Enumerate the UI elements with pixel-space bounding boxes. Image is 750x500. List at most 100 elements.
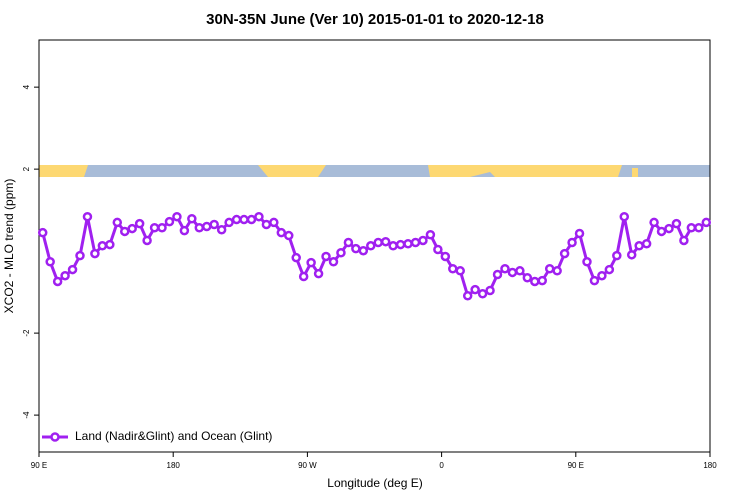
point: [239, 214, 249, 225]
point: [552, 266, 562, 276]
x-axis-label: Longitude (deg E): [327, 476, 422, 490]
y-axis-label: XCO2 - MLO trend (ppm): [2, 179, 16, 314]
point: [351, 243, 361, 254]
point: [328, 257, 339, 267]
point: [284, 230, 294, 241]
point: [649, 217, 659, 228]
point: [656, 226, 667, 237]
legend-marker: [50, 432, 60, 442]
point: [686, 223, 697, 233]
chart-title: 30N-35N June (Ver 10) 2015-01-01 to 2020…: [206, 11, 544, 28]
point: [105, 239, 115, 250]
legend-label: Land (Nadir&Glint) and Ocean (Glint): [75, 429, 272, 443]
point: [231, 214, 242, 225]
point: [410, 237, 421, 248]
point: [433, 244, 443, 255]
point: [582, 257, 592, 267]
point: [448, 264, 458, 274]
point: [202, 221, 212, 232]
point: [567, 237, 577, 248]
point: [403, 238, 413, 249]
point: [194, 223, 205, 233]
point: [671, 218, 682, 229]
point: [298, 271, 309, 282]
point: [52, 276, 63, 287]
point: [313, 268, 324, 279]
point: [425, 229, 436, 240]
point: [500, 264, 510, 274]
point: [619, 211, 630, 222]
point: [492, 269, 503, 280]
point: [82, 211, 93, 222]
y-tick-label: 4: [22, 84, 31, 89]
point: [75, 250, 85, 261]
point: [485, 285, 495, 296]
x-tick-label: 180: [703, 461, 717, 470]
point: [276, 227, 287, 238]
point: [604, 264, 615, 275]
point: [522, 273, 533, 283]
point: [701, 217, 712, 228]
point: [291, 252, 301, 263]
point: [142, 235, 152, 246]
point: [343, 237, 354, 248]
point: [515, 266, 525, 276]
point: [157, 223, 167, 233]
point: [455, 266, 465, 276]
point: [373, 237, 383, 248]
land-strip: [258, 165, 326, 177]
point: [589, 275, 600, 286]
point: [119, 226, 130, 237]
point: [336, 248, 346, 258]
y-tick-label: 2: [22, 166, 31, 171]
point: [187, 213, 197, 224]
point: [462, 291, 473, 301]
point: [470, 284, 480, 295]
point: [149, 223, 160, 233]
point: [67, 264, 78, 275]
point: [679, 235, 689, 246]
point: [261, 219, 272, 230]
x-tick-label: 90 W: [298, 461, 317, 470]
y-tick-label: -4: [22, 411, 31, 419]
point: [395, 239, 406, 250]
point: [574, 228, 585, 239]
x-tick-label: 180: [167, 461, 181, 470]
point: [246, 214, 257, 225]
point: [388, 241, 398, 251]
x-tick-label: 90 E: [31, 461, 47, 470]
point: [224, 217, 234, 228]
point: [127, 223, 137, 234]
point: [530, 276, 540, 287]
land-ocean-strip: [39, 165, 710, 177]
point: [477, 289, 488, 299]
point: [134, 218, 145, 229]
point: [641, 238, 652, 249]
point: [60, 270, 70, 281]
point: [664, 223, 674, 234]
point: [37, 227, 48, 238]
point: [507, 267, 518, 278]
point: [694, 223, 704, 233]
point: [380, 236, 391, 247]
x-tick-label: 90 E: [568, 461, 584, 470]
point: [172, 211, 182, 222]
point: [321, 251, 331, 262]
point: [209, 219, 219, 230]
point: [597, 270, 607, 281]
land-strip: [428, 165, 622, 177]
point: [358, 245, 369, 256]
point: [537, 275, 547, 286]
point: [418, 235, 428, 246]
point: [216, 225, 227, 235]
point: [626, 250, 637, 260]
point: [544, 264, 555, 274]
plot-frame: [38, 39, 711, 453]
point: [45, 257, 55, 267]
point: [90, 248, 100, 259]
point: [269, 217, 279, 228]
point: [112, 217, 123, 228]
point: [97, 241, 108, 251]
point: [164, 216, 175, 227]
